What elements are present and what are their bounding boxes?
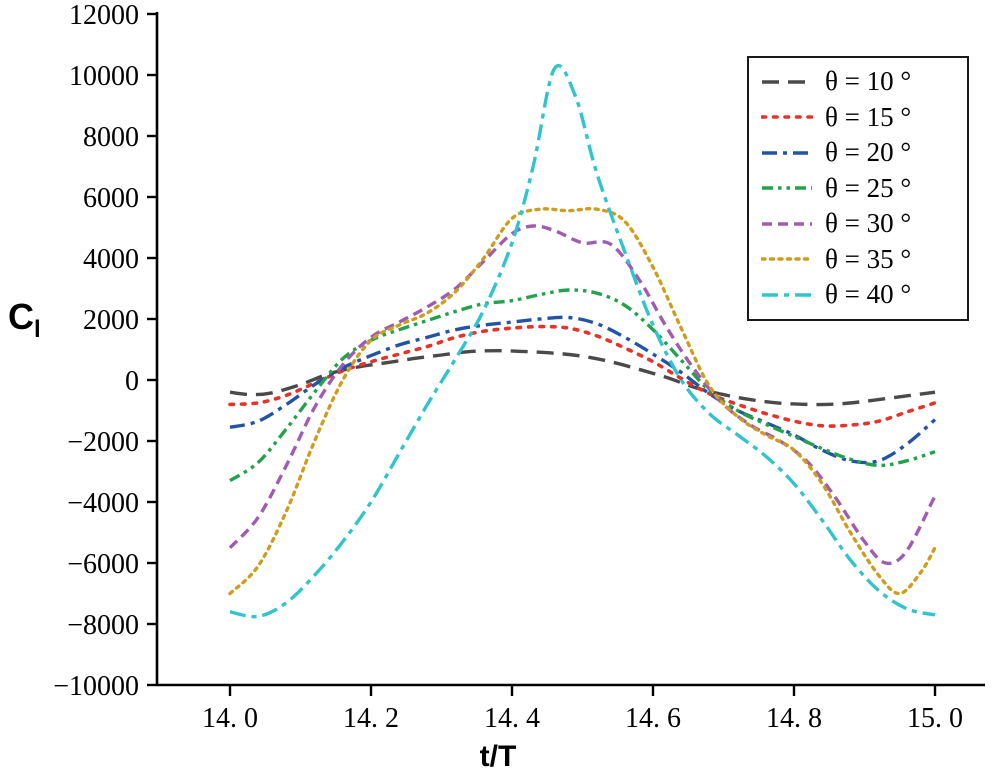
legend-label: θ = 40 ° [825,279,912,310]
series-line-2 [228,324,937,428]
y-axis-title: Cl [8,296,41,344]
x-axis-title: t/T [479,740,517,773]
legend-item: θ = 10 ° [761,64,959,100]
legend-line-sample [762,80,812,84]
legend-line-sample [762,151,812,155]
x-tick-label: 14. 8 [766,703,822,734]
y-tick-label: 6000 [83,183,139,214]
legend-label: θ = 25 ° [825,172,912,203]
x-tick-label: 14. 4 [484,703,540,734]
y-tick-label: 4000 [83,244,139,275]
legend-line-sample [762,293,812,297]
x-tick-label: 14. 2 [343,703,399,734]
legend-label: θ = 10 ° [825,66,912,97]
x-tick-label: 14. 6 [625,703,681,734]
y-axis-title-base: C [8,296,34,337]
legend-line-sample [761,257,813,261]
y-tick-label: 2000 [83,305,139,336]
y-tick-label: −4000 [67,488,139,519]
legend-line-sample [762,222,812,226]
series-line-4 [229,288,936,483]
y-axis-title-sub: l [34,316,41,344]
legend-line-sample [762,186,812,190]
legend-label: θ = 30 ° [825,208,912,239]
y-tick-label: 10000 [69,61,139,92]
legend-label: θ = 20 ° [825,137,912,168]
legend-item: θ = 30 ° [761,206,959,242]
y-tick-label: −8000 [67,610,139,641]
legend-label: θ = 15 ° [825,101,912,132]
legend-item: θ = 15 ° [761,100,959,136]
y-tick-label: −10000 [53,671,139,702]
x-tick-label: 15. 0 [907,703,963,734]
y-tick-label: 0 [125,366,139,397]
legend: θ = 10 ° θ = 15 ° θ = 20 ° θ = 25 ° θ = 30 °… [747,56,969,321]
legend-line-sample [761,115,813,120]
series-line-1 [229,348,936,407]
y-tick-label: 12000 [69,0,139,31]
series-line-7 [229,64,936,619]
legend-item: θ = 35 ° [761,242,959,278]
y-tick-label: −2000 [67,427,139,458]
legend-item: θ = 20 ° [761,135,959,171]
legend-label: θ = 35 ° [825,243,912,274]
legend-item: θ = 25 ° [761,171,959,207]
legend-item: θ = 40 ° [761,277,959,313]
x-tick-label: 14. 0 [202,703,258,734]
series-line-5 [228,224,937,566]
series-line-3 [229,315,937,465]
y-tick-label: 8000 [83,122,139,153]
series-line-6 [228,206,937,596]
y-tick-label: −6000 [67,549,139,580]
